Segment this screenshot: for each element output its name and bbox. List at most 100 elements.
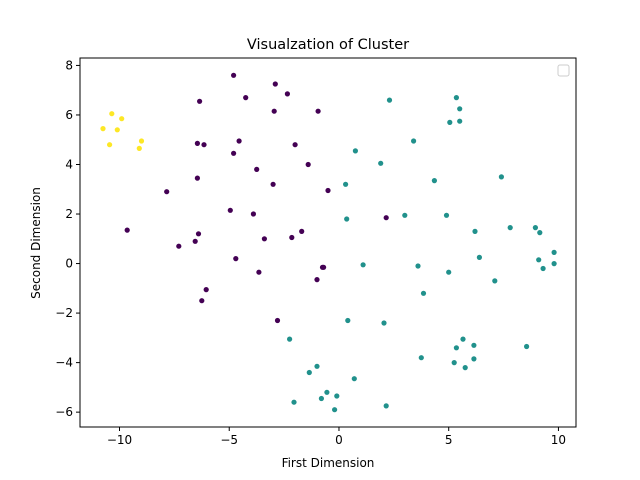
scatter-point-cluster-2 — [138, 138, 145, 144]
points-layer — [100, 72, 557, 413]
scatter-point-cluster-0 — [271, 108, 277, 114]
scatter-point-cluster-0 — [233, 256, 239, 262]
scatter-point-cluster-0 — [203, 287, 209, 293]
scatter-point-cluster-1 — [457, 106, 463, 112]
scatter-point-cluster-1 — [314, 363, 320, 369]
scatter-point-cluster-0 — [314, 277, 320, 283]
scatter-point-cluster-1 — [332, 407, 338, 413]
scatter-point-cluster-0 — [231, 72, 237, 78]
x-axis-label: First Dimension — [282, 456, 375, 470]
scatter-point-cluster-0 — [192, 238, 198, 244]
scatter-point-cluster-1 — [402, 212, 408, 218]
scatter-point-cluster-1 — [287, 336, 293, 342]
scatter-point-cluster-1 — [420, 290, 427, 296]
x-tick-label: 0 — [335, 433, 343, 447]
scatter-point-cluster-0 — [305, 161, 311, 168]
scatter-point-cluster-1 — [476, 254, 482, 260]
chart-title: Visualzation of Cluster — [247, 37, 409, 53]
scatter-point-cluster-1 — [507, 225, 513, 231]
scatter-point-cluster-1 — [551, 249, 557, 255]
y-tick-label: 4 — [65, 157, 73, 171]
scatter-point-cluster-1 — [306, 369, 312, 376]
scatter-point-cluster-1 — [457, 118, 463, 124]
scatter-point-cluster-1 — [492, 278, 498, 284]
x-tick-label: −5 — [220, 433, 238, 447]
scatter-point-cluster-1 — [378, 160, 384, 166]
scatter-point-cluster-1 — [447, 119, 453, 125]
y-tick-label: −6 — [55, 405, 73, 419]
scatter-point-cluster-1 — [344, 216, 350, 222]
y-tick-label: 6 — [65, 108, 73, 122]
scatter-point-cluster-1 — [415, 263, 421, 269]
y-tick-label: −4 — [55, 356, 73, 370]
scatter-point-cluster-1 — [498, 174, 504, 180]
scatter-point-cluster-1 — [291, 399, 297, 405]
scatter-point-cluster-0 — [315, 108, 321, 114]
scatter-point-cluster-1 — [471, 356, 477, 362]
scatter-point-cluster-0 — [272, 81, 278, 87]
y-tick-label: −2 — [55, 306, 73, 320]
scatter-point-cluster-1 — [537, 230, 543, 236]
scatter-point-cluster-0 — [164, 189, 170, 195]
scatter-point-cluster-0 — [194, 140, 200, 146]
scatter-point-cluster-0 — [201, 142, 207, 148]
scatter-point-cluster-1 — [446, 269, 452, 275]
scatter-point-cluster-0 — [254, 166, 260, 172]
scatter-point-cluster-1 — [324, 389, 330, 395]
scatter-point-cluster-0 — [270, 181, 276, 187]
scatter-point-cluster-0 — [195, 231, 202, 237]
scatter-point-cluster-1 — [460, 336, 466, 342]
x-axis: −10 −5 0 5 10 — [107, 427, 566, 447]
scatter-point-cluster-1 — [343, 181, 349, 187]
scatter-point-cluster-2 — [107, 142, 113, 148]
scatter-point-cluster-0 — [124, 227, 130, 233]
scatter-point-cluster-2 — [109, 111, 115, 117]
scatter-point-cluster-0 — [250, 211, 256, 217]
scatter-point-cluster-1 — [318, 395, 324, 402]
y-tick-label: 8 — [65, 58, 73, 72]
scatter-point-cluster-0 — [197, 98, 203, 104]
scatter-point-cluster-0 — [289, 234, 295, 241]
scatter-point-cluster-1 — [351, 376, 357, 382]
scatter-point-cluster-0 — [321, 264, 327, 270]
x-tick-label: 5 — [445, 433, 453, 447]
scatter-point-cluster-0 — [284, 91, 290, 97]
scatter-point-cluster-0 — [176, 243, 182, 249]
scatter-point-cluster-1 — [536, 257, 542, 263]
scatter-point-cluster-1 — [540, 265, 546, 272]
scatter-point-cluster-1 — [443, 212, 450, 218]
scatter-point-cluster-1 — [352, 148, 358, 154]
y-axis: −6 −4 −2 0 2 4 6 8 — [55, 58, 80, 419]
plot-frame — [79, 57, 577, 428]
x-tick-label: −10 — [107, 433, 132, 447]
scatter-point-cluster-1 — [451, 360, 457, 366]
scatter-point-cluster-1 — [411, 138, 417, 144]
scatter-point-cluster-1 — [462, 365, 468, 371]
scatter-point-cluster-2 — [136, 145, 142, 151]
scatter-point-cluster-1 — [453, 345, 459, 351]
scatter-point-cluster-0 — [292, 142, 298, 148]
x-tick-label: 10 — [551, 433, 566, 447]
scatter-point-cluster-0 — [231, 150, 237, 156]
scatter-point-cluster-1 — [345, 317, 351, 324]
scatter-point-cluster-1 — [381, 320, 387, 326]
scatter-point-cluster-0 — [199, 298, 205, 304]
scatter-point-cluster-2 — [100, 126, 106, 132]
scatter-point-cluster-0 — [236, 138, 242, 144]
y-axis-label: Second Dimension — [29, 187, 43, 299]
scatter-point-cluster-1 — [551, 261, 557, 267]
scatter-point-cluster-2 — [114, 127, 120, 133]
scatter-point-cluster-0 — [325, 187, 331, 194]
scatter-point-cluster-0 — [243, 95, 249, 101]
scatter-point-cluster-0 — [261, 236, 267, 242]
scatter-point-cluster-0 — [227, 207, 233, 213]
scatter-point-cluster-0 — [274, 317, 281, 324]
scatter-point-cluster-1 — [524, 343, 530, 350]
scatter-point-cluster-1 — [383, 403, 389, 409]
legend-box — [557, 64, 570, 77]
scatter-point-cluster-1 — [360, 262, 366, 268]
scatter-point-cluster-2 — [119, 116, 125, 122]
scatter-point-cluster-0 — [256, 269, 262, 275]
scatter-point-cluster-1 — [471, 342, 477, 348]
